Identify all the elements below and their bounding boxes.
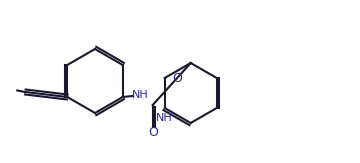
Text: NH: NH (132, 90, 149, 100)
Text: NH: NH (156, 113, 173, 123)
Text: O: O (148, 126, 158, 140)
Text: O: O (172, 72, 182, 84)
